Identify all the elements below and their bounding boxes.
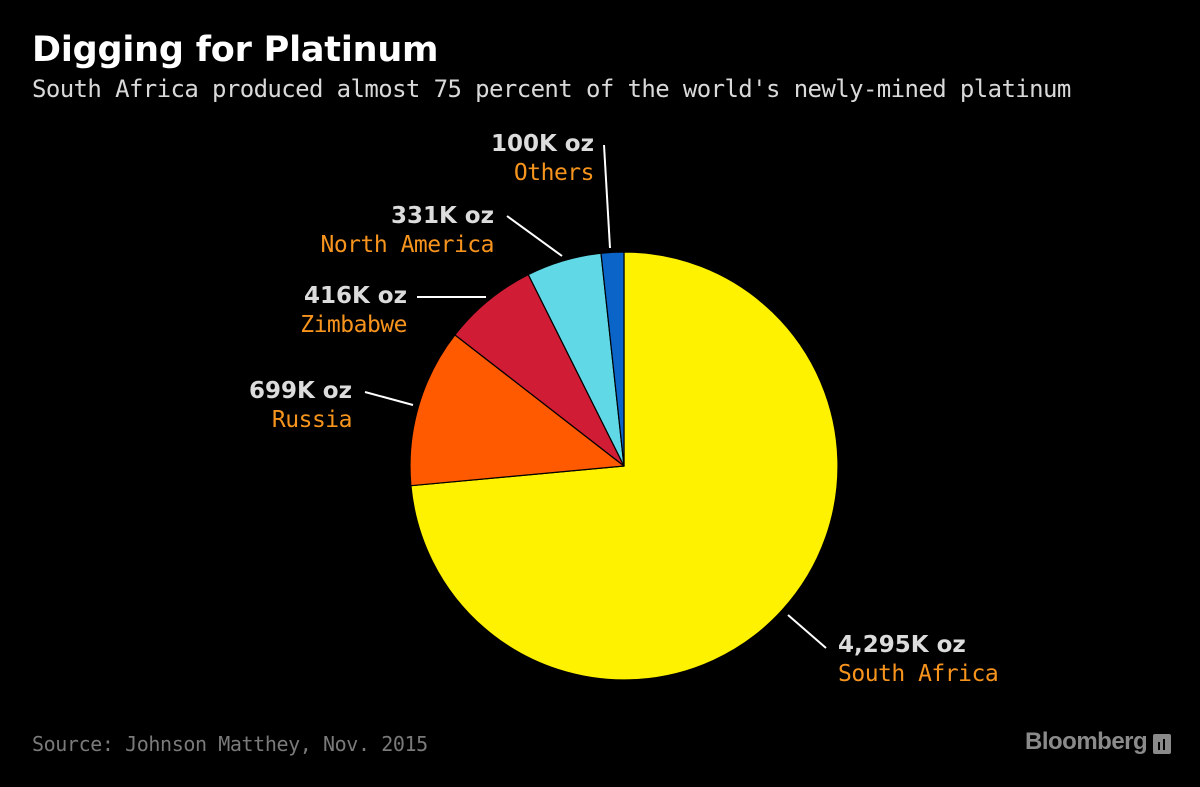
brand-name: Bloomberg <box>1025 728 1148 755</box>
pie-slice-russia <box>409 334 625 487</box>
category-label-north-america: North America <box>320 232 494 258</box>
category-label-russia: Russia <box>272 407 352 433</box>
chart-subtitle: South Africa produced almost 75 percent … <box>32 75 1071 103</box>
value-label-russia: 699K oz <box>249 378 352 404</box>
leader-line-south-africa <box>787 614 827 649</box>
leader-line-others <box>603 144 611 249</box>
bloomberg-icon <box>1153 733 1172 754</box>
value-label-zimbabwe: 416K oz <box>304 283 407 309</box>
value-label-others: 100K oz <box>491 131 594 157</box>
chart-title: Digging for Platinum <box>32 30 439 70</box>
value-label-south-africa: 4,295K oz <box>838 632 966 658</box>
leader-line-russia <box>364 391 414 406</box>
value-label-north-america: 331K oz <box>391 203 494 229</box>
category-label-zimbabwe: Zimbabwe <box>300 312 407 338</box>
brand-logo: Bloomberg <box>1025 728 1172 756</box>
category-label-others: Others <box>514 160 594 186</box>
pie-slice-others <box>600 251 625 467</box>
leader-line-north-america <box>506 215 563 257</box>
category-label-south-africa: South Africa <box>838 661 998 687</box>
source-note: Source: Johnson Matthey, Nov. 2015 <box>32 732 428 756</box>
